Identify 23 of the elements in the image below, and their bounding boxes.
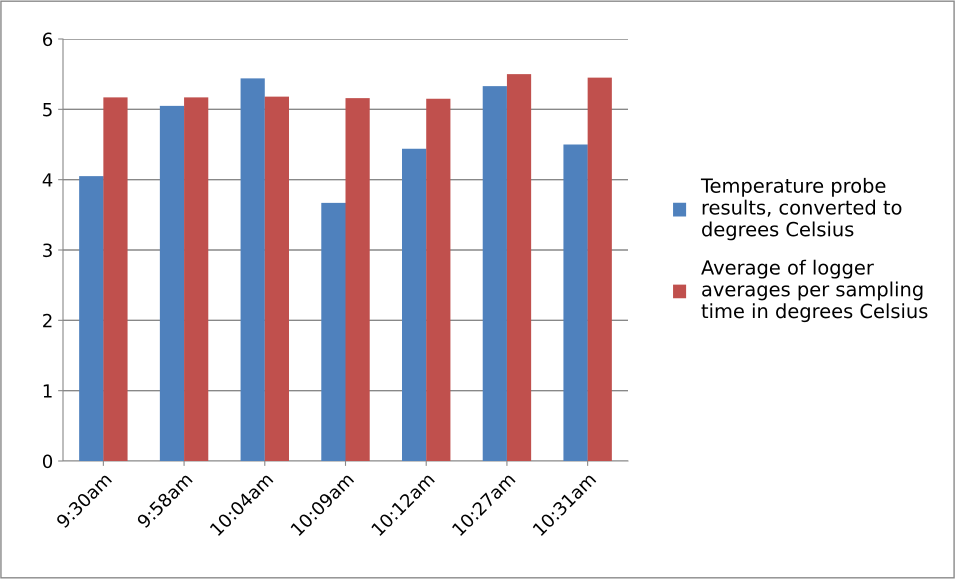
y-tick-label: 0	[42, 454, 52, 468]
bar	[563, 144, 588, 461]
y-tick-label: 4	[42, 173, 52, 187]
bar	[264, 96, 289, 461]
y-tick-label: 3	[43, 243, 52, 258]
bar	[588, 78, 612, 461]
bar	[240, 78, 265, 461]
bar	[402, 148, 426, 461]
legend-label: Temperature probe results, converted to degrees Celsius	[700, 178, 902, 240]
y-tick-label: 5	[43, 103, 52, 116]
bar	[482, 86, 507, 461]
bar	[103, 97, 128, 461]
bar	[321, 202, 346, 461]
bar	[346, 98, 370, 461]
legend-label: Average of logger averages per sampling time in degrees Celsius	[701, 260, 928, 322]
bar	[160, 106, 184, 461]
y-tick-label: 6	[43, 32, 52, 46]
y-tick-label: 2	[43, 314, 52, 328]
bar	[506, 74, 532, 461]
y-tick-label: 1	[44, 384, 52, 398]
bar	[79, 176, 104, 461]
bar	[184, 97, 208, 461]
bar	[426, 98, 450, 461]
